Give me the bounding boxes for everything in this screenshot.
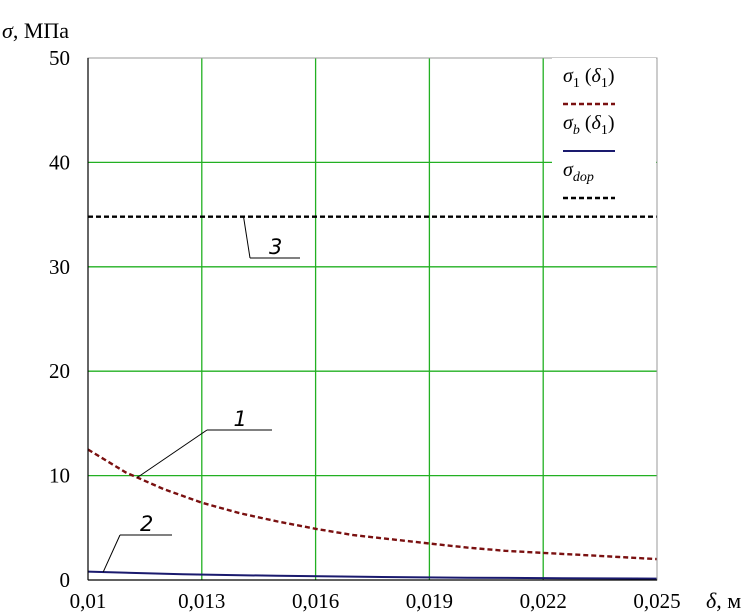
x-tick-label: 0,013 (178, 589, 225, 613)
y-axis-unit: , МПа (13, 18, 69, 43)
legend-label-2: σb (δ1) (563, 112, 615, 138)
x-tick-label: 0,019 (406, 589, 453, 613)
curve-label-3: 3 (269, 235, 282, 259)
y-axis-title: σ, МПа (2, 18, 69, 43)
x-axis-symbol: δ (706, 588, 717, 613)
x-tick-label: 0,01 (70, 589, 107, 613)
y-tick-label: 0 (60, 568, 71, 592)
y-tick-label: 40 (49, 150, 70, 174)
legend-label-3: σdop (563, 159, 594, 185)
y-tick-label: 30 (49, 255, 70, 279)
y-tick-label: 50 (49, 46, 70, 70)
x-tick-label: 0,022 (520, 589, 567, 613)
tick-labels: 0,01 0,013 0,016 0,019 0,022 0,025 0 10 20 30 40 50 (49, 46, 681, 613)
curve-callouts: 1 2 3 (102, 216, 300, 573)
curve-label-1: 1 (234, 407, 247, 431)
grid-lines (88, 58, 657, 580)
series-line-2 (87, 570, 658, 580)
y-tick-label: 10 (49, 464, 70, 488)
plot-frame (87, 57, 658, 581)
series-line-1 (87, 448, 658, 561)
curve-label-2: 2 (140, 512, 153, 536)
y-axis-symbol: σ (2, 18, 14, 43)
callout-leader-2 (102, 534, 121, 573)
callout-leader-1 (137, 429, 208, 478)
legend: σ1 (δ1) σb (δ1) σdop (552, 58, 656, 210)
callout-leader-3 (243, 216, 251, 259)
x-axis-title: δ, м (706, 588, 741, 613)
legend-background (552, 58, 656, 210)
series-layer (87, 215, 658, 580)
x-axis-unit: , м (716, 588, 741, 613)
y-tick-label: 20 (49, 359, 70, 383)
x-tick-label: 0,016 (292, 589, 339, 613)
x-tick-label: 0,025 (633, 589, 680, 613)
legend-label-1: σ1 (δ1) (563, 65, 615, 91)
